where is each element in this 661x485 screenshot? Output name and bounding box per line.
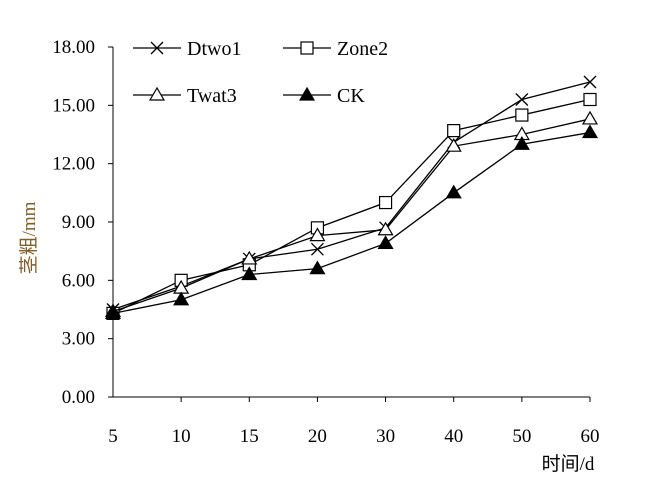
data-point: [309, 227, 326, 242]
x-tick-label: 15: [240, 426, 259, 447]
x-tick-label: 40: [444, 426, 463, 447]
series-layer: [104, 75, 599, 320]
legend-marker: [148, 86, 166, 101]
y-ticks: 0.00 3.00 6.00 9.00 12.00 15.00 18.00: [52, 37, 113, 408]
legend-item: Zone2: [283, 38, 388, 60]
y-tick-label: 15.00: [52, 95, 95, 116]
data-point: [309, 260, 326, 275]
data-point: [513, 136, 530, 150]
data-point: [241, 250, 258, 265]
legend-label: Dtwo1: [187, 38, 241, 60]
data-point: [581, 124, 599, 139]
legend-label: Twat3: [187, 85, 237, 107]
y-tick-label: 3.00: [62, 329, 95, 350]
legend-marker: [298, 86, 316, 101]
x-tick-label: 50: [512, 426, 531, 447]
data-point: [581, 110, 599, 125]
series-line: [112, 118, 591, 313]
y-tick-label: 0.00: [62, 387, 95, 408]
legend-label: Zone2: [337, 38, 388, 60]
series-ck: [104, 124, 599, 319]
y-tick-label: 6.00: [62, 270, 95, 291]
data-point: [515, 108, 529, 122]
y-tick-label: 12.00: [52, 154, 95, 175]
legend-marker: [150, 41, 164, 55]
legend-label: CK: [337, 85, 365, 107]
data-point: [241, 266, 258, 281]
data-point: [104, 305, 122, 319]
x-axis-title: 时间/d: [542, 453, 595, 475]
data-point: [515, 93, 529, 106]
data-point: [445, 184, 462, 199]
x-tick-label: 20: [308, 426, 327, 447]
y-tick-label: 9.00: [62, 212, 95, 233]
x-tick-label: 10: [172, 426, 191, 447]
y-tick-label: 18.00: [52, 37, 95, 58]
data-point: [583, 75, 597, 89]
series-line: [112, 81, 591, 311]
x-tick-label: 30: [376, 426, 395, 447]
data-point: [377, 221, 394, 236]
data-point: [377, 235, 394, 249]
data-point: [173, 291, 190, 306]
x-ticks: 5 10 15 20 30 40 50 60: [108, 397, 600, 447]
legend: Dtwo1 Zone2 Twat3 CK: [133, 38, 388, 107]
legend-marker: [300, 41, 314, 55]
y-axis-title: 茎粗/mm: [18, 201, 40, 274]
x-tick-label: 5: [108, 426, 118, 447]
series-line: [112, 131, 591, 315]
series-line: [112, 98, 591, 314]
data-point: [310, 242, 324, 256]
data-point: [447, 124, 461, 138]
legend-item: CK: [283, 85, 365, 107]
data-point: [378, 195, 393, 210]
data-point: [445, 137, 462, 152]
legend-item: Twat3: [133, 85, 237, 107]
x-tick-label: 60: [581, 426, 600, 447]
data-point: [583, 92, 597, 107]
legend-item: Dtwo1: [133, 38, 241, 60]
